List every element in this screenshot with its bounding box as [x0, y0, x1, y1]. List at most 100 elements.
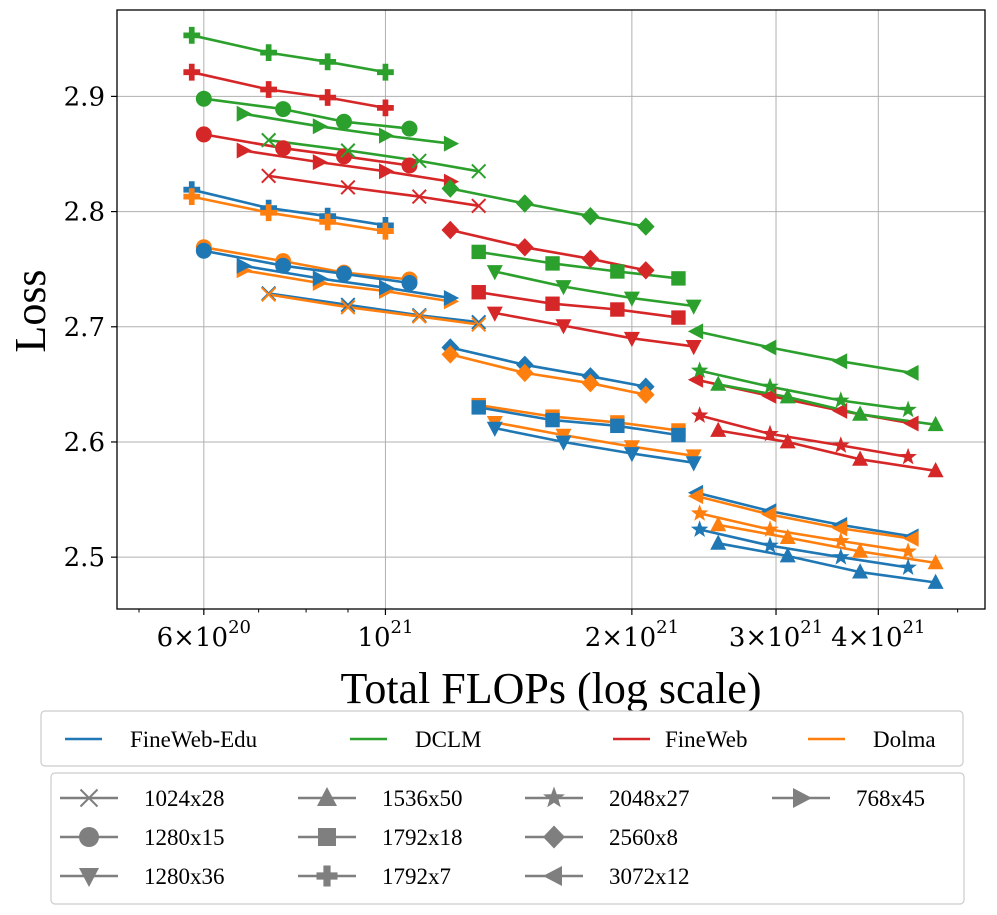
dataset-legend-entry: DCLM — [350, 727, 481, 752]
shape-legend-label: 1280x15 — [144, 825, 225, 850]
data-point — [852, 563, 869, 579]
data-point — [471, 163, 487, 179]
series-line — [699, 414, 909, 459]
data-point — [555, 280, 572, 296]
shape-legend-label: 1792x7 — [382, 864, 451, 889]
series-line — [696, 330, 913, 375]
data-point — [690, 520, 709, 537]
data-point — [832, 391, 850, 408]
data-point — [761, 339, 777, 356]
data-point — [441, 345, 460, 364]
series-line — [699, 512, 909, 553]
data-point — [340, 143, 356, 159]
data-point — [443, 290, 460, 306]
data-point — [336, 148, 353, 165]
data-point — [486, 421, 503, 437]
data-point — [927, 573, 944, 589]
legend-marker — [317, 787, 337, 806]
data-point — [261, 287, 277, 303]
data-point — [779, 433, 796, 449]
dataset-legend-label: Dolma — [873, 727, 936, 752]
data-point — [610, 418, 625, 434]
data-point — [183, 63, 201, 81]
data-point — [516, 238, 534, 257]
data-point — [195, 126, 212, 143]
data-point — [671, 427, 686, 443]
series-line — [203, 133, 410, 167]
x-tick-label: 1021 — [357, 617, 413, 653]
data-point — [761, 424, 779, 442]
data-point — [690, 361, 709, 378]
data-point — [236, 257, 252, 274]
plot-area-frame — [116, 9, 986, 610]
data-point — [401, 275, 418, 292]
shape-legend-label: 3072x12 — [609, 864, 690, 889]
shape-legend-entry: 1792x18 — [298, 825, 463, 850]
data-point — [852, 450, 869, 466]
shape-legend-entry: 768x45 — [772, 786, 925, 811]
series-line — [268, 174, 479, 208]
x-axis-title: Total FLOPs (log scale) — [341, 664, 762, 713]
legend-marker — [79, 868, 99, 887]
data-point — [555, 435, 572, 451]
data-point — [336, 113, 353, 130]
series-line — [699, 528, 909, 569]
data-point — [581, 207, 600, 226]
shape-legend-label: 1024x28 — [144, 786, 225, 811]
data-point — [486, 265, 503, 281]
data-point — [761, 506, 777, 523]
series-line — [478, 406, 679, 437]
data-point — [236, 105, 252, 122]
shape-legend-entry: 1024x28 — [60, 786, 225, 811]
series-lines — [191, 34, 936, 584]
shape-legend: 1024x28 1280x15 1280x36 1536x50 1792x18 1792x… — [50, 772, 965, 905]
shape-legend-label: 1280x36 — [144, 864, 225, 889]
data-point — [832, 436, 850, 453]
data-point — [260, 81, 277, 98]
data-point — [471, 244, 486, 260]
data-point — [411, 308, 427, 324]
dataset-legend-entry: FineWeb — [613, 727, 747, 752]
series-line — [191, 70, 386, 110]
data-point — [471, 316, 487, 332]
shape-legend-frame — [50, 772, 965, 905]
data-point — [779, 528, 796, 544]
data-point — [555, 319, 572, 335]
data-point — [852, 405, 869, 421]
data-point — [319, 89, 337, 106]
series-line — [191, 34, 386, 74]
data-point — [260, 204, 277, 222]
data-point — [899, 447, 917, 465]
legend-marker — [79, 788, 99, 808]
x-tick-label: 4×1021 — [831, 617, 925, 653]
data-point — [671, 310, 686, 325]
data-point — [687, 323, 704, 340]
series-line — [449, 353, 647, 396]
dataset-legend-label: FineWeb — [665, 727, 747, 752]
series-line — [696, 494, 913, 540]
shape-legend-label: 768x45 — [856, 786, 925, 811]
series-line — [268, 138, 479, 173]
series-line — [696, 491, 913, 538]
series-line — [717, 523, 936, 565]
series-line — [494, 311, 694, 348]
series-line — [203, 249, 410, 285]
data-point — [486, 306, 503, 322]
data-point — [899, 558, 917, 575]
data-point — [685, 340, 702, 356]
legend-marker — [316, 865, 338, 887]
series-line — [699, 369, 909, 411]
dataset-legend-entry: Dolma — [808, 727, 936, 752]
data-point — [312, 118, 328, 135]
data-point — [471, 198, 487, 214]
data-point — [710, 421, 727, 437]
series-line — [450, 187, 647, 228]
data-point — [927, 415, 944, 432]
data-point — [471, 400, 486, 415]
shape-legend-label: 2048x27 — [609, 786, 690, 811]
shape-legend-entry: 2048x27 — [525, 786, 690, 811]
data-point — [379, 163, 395, 180]
data-point — [261, 132, 277, 148]
series-line — [717, 542, 936, 584]
series-line — [494, 421, 694, 458]
